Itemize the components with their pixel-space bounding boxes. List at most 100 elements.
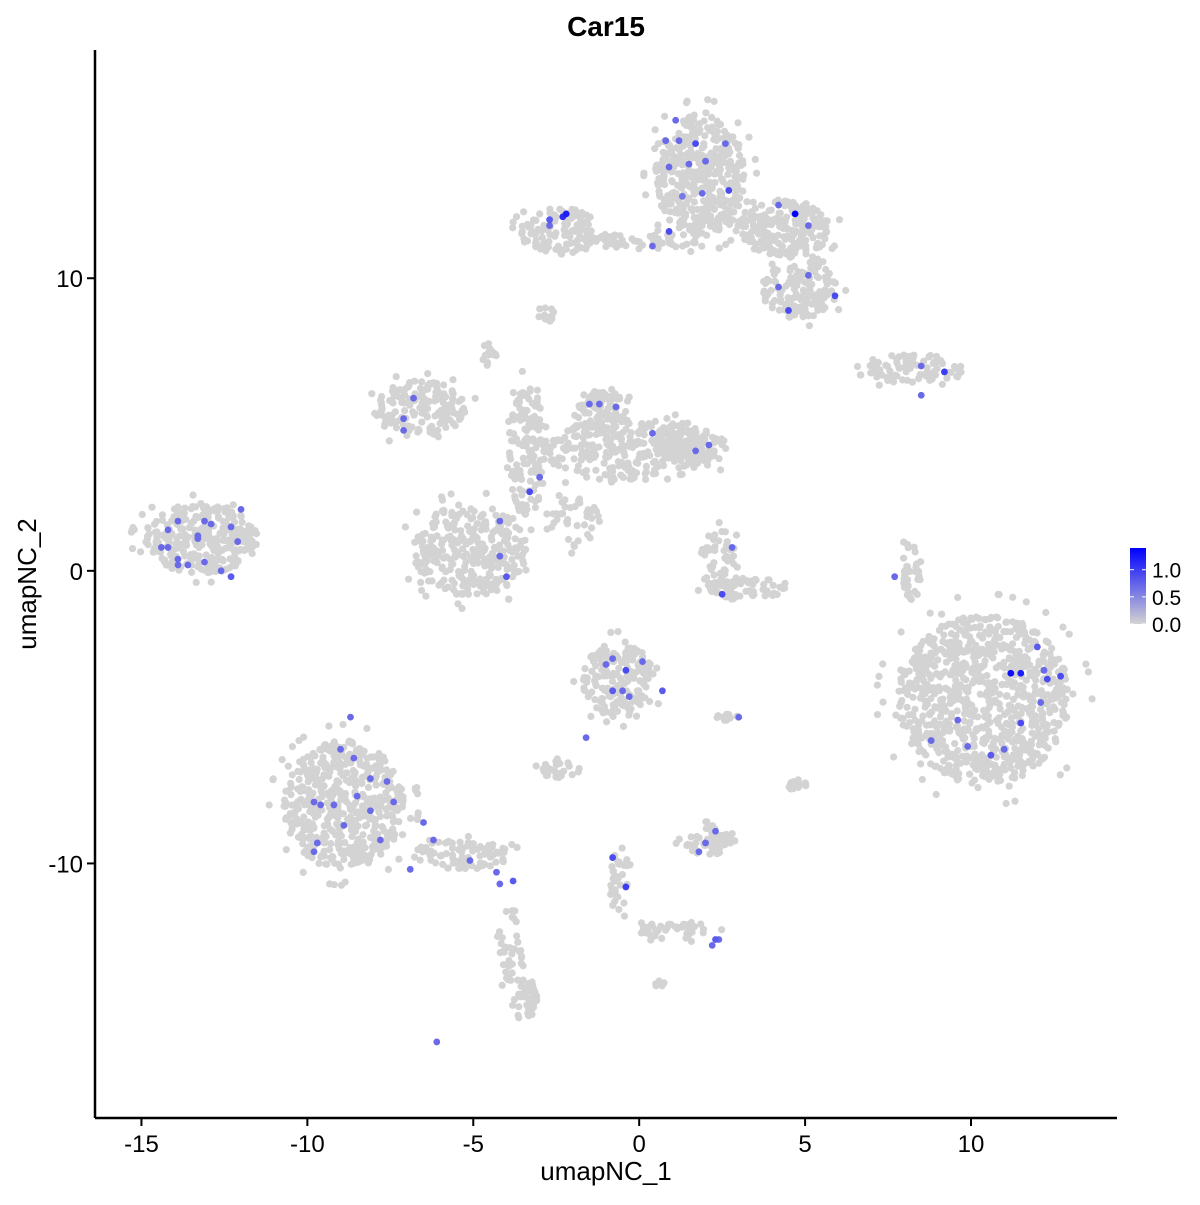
- cell-point: [992, 632, 1000, 640]
- cell-point: [518, 551, 527, 559]
- cell-point: [734, 119, 742, 127]
- cell-point: [923, 364, 931, 372]
- cell-point: [917, 760, 925, 768]
- cell-point: [588, 524, 596, 532]
- cell-point: [982, 756, 990, 764]
- expressing-cell-point: [695, 848, 703, 856]
- cell-point: [830, 278, 838, 286]
- expressing-cell-point: [712, 827, 719, 835]
- cell-point: [335, 842, 343, 850]
- cell-point: [716, 837, 724, 845]
- cell-point: [879, 660, 887, 668]
- cell-point: [467, 572, 475, 580]
- cell-point: [464, 832, 472, 841]
- expressing-cell-point: [217, 567, 225, 575]
- cell-point: [893, 372, 901, 380]
- cell-point: [1046, 662, 1054, 670]
- cell-point: [587, 712, 595, 721]
- cell-point: [467, 515, 475, 523]
- cell-point: [684, 419, 692, 427]
- cell-point: [607, 881, 615, 889]
- cell-point: [462, 550, 470, 558]
- cell-point: [418, 378, 426, 386]
- cell-point: [900, 554, 908, 562]
- cell-point: [745, 579, 753, 587]
- cell-point: [413, 508, 421, 516]
- cell-point: [327, 839, 335, 848]
- cell-point: [312, 769, 320, 777]
- cell-point: [774, 231, 782, 239]
- cell-point: [439, 860, 447, 869]
- cell-point: [475, 543, 483, 552]
- cell-point: [429, 379, 438, 387]
- cell-point: [581, 665, 589, 673]
- cell-point: [618, 844, 626, 852]
- cell-point: [195, 559, 203, 567]
- cell-point: [526, 477, 535, 485]
- cell-point: [814, 274, 823, 282]
- cell-point: [727, 236, 735, 244]
- cell-point: [935, 683, 943, 691]
- cell-point: [618, 458, 626, 466]
- cell-point: [595, 517, 604, 526]
- cell-point: [1029, 671, 1037, 679]
- cell-point: [1039, 651, 1047, 659]
- expressing-cell-point: [313, 839, 321, 847]
- cell-point: [948, 753, 957, 761]
- cell-point: [418, 586, 426, 595]
- cell-point: [722, 541, 731, 550]
- cell-point: [741, 208, 749, 216]
- cell-point: [903, 591, 911, 599]
- cell-point: [513, 843, 521, 852]
- cell-point: [470, 507, 478, 515]
- cell-point: [732, 531, 741, 539]
- cell-point: [419, 848, 427, 856]
- cell-point: [318, 793, 326, 801]
- cell-point: [671, 923, 680, 931]
- expressing-cell-point: [201, 517, 208, 525]
- cell-point: [749, 222, 758, 230]
- cell-point: [330, 758, 338, 767]
- cell-point: [933, 670, 941, 678]
- cell-point: [603, 415, 612, 423]
- cell-point: [964, 643, 972, 651]
- cell-point: [461, 563, 469, 571]
- cell-point: [573, 522, 581, 530]
- expressing-cell-point: [234, 538, 242, 545]
- cell-point: [187, 519, 195, 527]
- cell-point: [364, 769, 372, 777]
- cell-point: [721, 715, 729, 723]
- cell-point: [694, 586, 703, 595]
- cell-point: [476, 852, 484, 860]
- cell-point: [888, 352, 896, 360]
- cell-point: [961, 660, 970, 668]
- cell-point: [663, 414, 671, 423]
- cell-point: [646, 451, 654, 459]
- cell-point: [429, 524, 437, 532]
- cell-point: [606, 400, 614, 408]
- cell-point: [128, 545, 137, 553]
- cell-point: [324, 820, 332, 828]
- cell-point: [911, 685, 919, 693]
- cell-point: [616, 674, 625, 683]
- cell-point: [326, 846, 334, 854]
- cell-point: [813, 299, 821, 307]
- cell-point: [803, 311, 812, 319]
- expressing-cell-point: [174, 561, 182, 569]
- cell-point: [715, 169, 723, 178]
- cell-point: [772, 215, 780, 223]
- cell-point: [703, 231, 711, 239]
- cell-point: [513, 932, 521, 940]
- cell-point: [873, 711, 882, 719]
- cell-point: [873, 681, 882, 689]
- cell-point: [337, 832, 345, 840]
- cell-point: [214, 514, 223, 522]
- cell-point: [817, 211, 825, 219]
- cell-point: [310, 834, 318, 842]
- cell-point: [252, 540, 260, 549]
- expressing-cell-point: [503, 573, 510, 581]
- cell-point: [182, 515, 190, 524]
- cell-point: [608, 677, 617, 686]
- cell-point: [802, 236, 810, 244]
- cell-point: [1028, 693, 1036, 701]
